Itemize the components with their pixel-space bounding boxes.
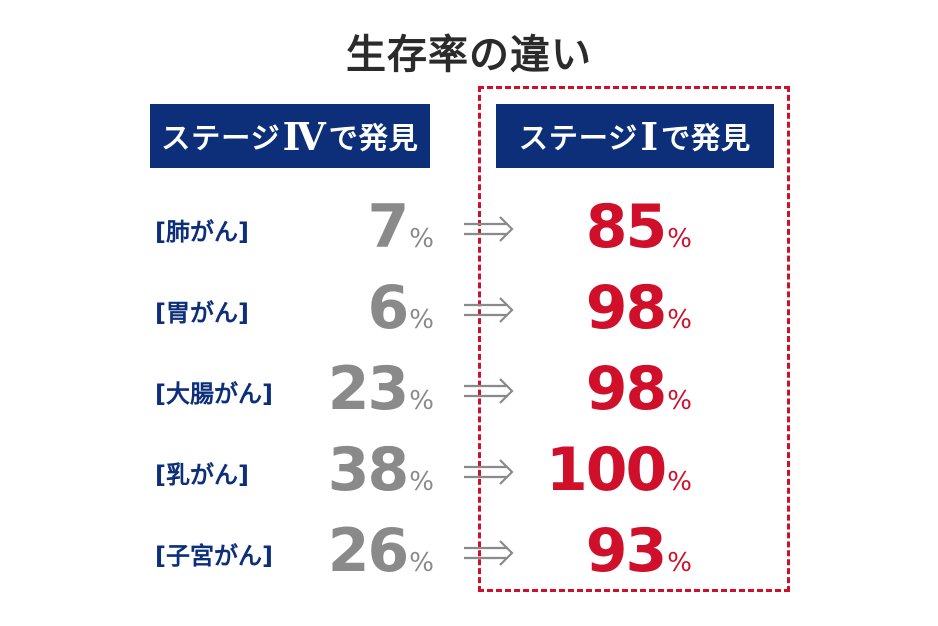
double-arrow-right-icon	[464, 297, 514, 323]
header-stage1: ステージ Ⅰ で発見	[496, 104, 774, 168]
header-stage1-suffix: で発見	[661, 121, 752, 155]
table-row: [子宮がん] 26% 93%	[0, 516, 938, 596]
stage1-number: 98	[585, 273, 667, 343]
header-stage4-suffix: で発見	[328, 121, 419, 155]
percent-sign: %	[409, 386, 434, 416]
percent-sign: %	[667, 386, 692, 416]
table-row: [乳がん] 38% 100%	[0, 435, 938, 515]
double-arrow-right-icon	[464, 459, 514, 485]
stage1-number: 93	[585, 516, 667, 586]
table-row: [胃がん] 6% 98%	[0, 273, 938, 353]
table-row: [大腸がん] 23% 98%	[0, 354, 938, 434]
stage4-survival-value: 38%	[328, 435, 434, 505]
stage1-survival-value: 98%	[586, 273, 692, 343]
table-row: [肺がん] 7% 85%	[0, 192, 938, 272]
stage1-highlight-box	[478, 86, 790, 592]
percent-sign: %	[409, 305, 434, 335]
double-arrow-right-icon	[464, 378, 514, 404]
stage1-number: 85	[585, 192, 667, 262]
stage4-number: 7	[367, 192, 410, 262]
header-stage1-prefix: ステージ	[518, 121, 639, 155]
stage4-number: 38	[327, 435, 409, 505]
percent-sign: %	[409, 224, 434, 254]
stage4-number: 23	[327, 354, 409, 424]
stage1-survival-value: 98%	[586, 354, 692, 424]
stage4-survival-value: 26%	[328, 516, 434, 586]
header-stage4: ステージ Ⅳ で発見	[150, 104, 430, 168]
percent-sign: %	[667, 305, 692, 335]
stage1-survival-value: 100%	[546, 435, 692, 505]
percent-sign: %	[667, 224, 692, 254]
double-arrow-right-icon	[464, 540, 514, 566]
header-stage4-prefix: ステージ	[161, 121, 281, 155]
stage1-number: 100	[546, 435, 667, 505]
cancer-type-label: [乳がん]	[155, 461, 249, 489]
stage4-number: 6	[367, 273, 410, 343]
header-stage4-roman: Ⅳ	[282, 113, 327, 159]
cancer-type-label: [子宮がん]	[155, 542, 273, 570]
stage4-number: 26	[327, 516, 409, 586]
stage1-survival-value: 85%	[586, 192, 692, 262]
stage1-number: 98	[585, 354, 667, 424]
cancer-type-label: [大腸がん]	[155, 380, 273, 408]
percent-sign: %	[667, 467, 692, 497]
percent-sign: %	[667, 548, 692, 578]
cancer-type-label: [肺がん]	[155, 218, 249, 246]
stage1-survival-value: 93%	[586, 516, 692, 586]
header-stage1-roman: Ⅰ	[640, 113, 660, 159]
percent-sign: %	[409, 548, 434, 578]
stage4-survival-value: 7%	[368, 192, 434, 262]
stage4-survival-value: 6%	[368, 273, 434, 343]
double-arrow-right-icon	[464, 216, 514, 242]
stage4-survival-value: 23%	[328, 354, 434, 424]
cancer-type-label: [胃がん]	[155, 299, 249, 327]
percent-sign: %	[409, 467, 434, 497]
chart-title: 生存率の違い	[346, 32, 592, 78]
